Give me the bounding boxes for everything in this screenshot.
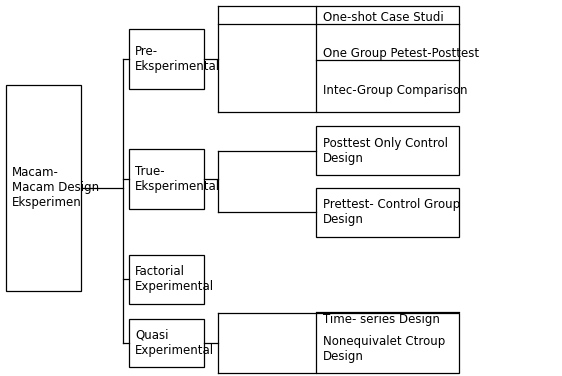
FancyBboxPatch shape — [129, 318, 204, 367]
FancyBboxPatch shape — [316, 6, 459, 112]
FancyBboxPatch shape — [129, 255, 204, 304]
Text: Nonequivalet Ctroup
Design: Nonequivalet Ctroup Design — [323, 335, 445, 363]
Text: Factorial
Experimental: Factorial Experimental — [135, 265, 215, 293]
FancyBboxPatch shape — [6, 85, 81, 291]
FancyBboxPatch shape — [316, 188, 459, 237]
Text: Intec-Group Comparison: Intec-Group Comparison — [323, 85, 467, 97]
Text: Quasi
Experimental: Quasi Experimental — [135, 329, 215, 357]
FancyBboxPatch shape — [129, 29, 204, 89]
Text: Prettest- Control Group
Design: Prettest- Control Group Design — [323, 198, 460, 226]
FancyBboxPatch shape — [129, 149, 204, 209]
Text: Pre-
Eksperimental: Pre- Eksperimental — [135, 45, 220, 73]
FancyBboxPatch shape — [316, 126, 459, 175]
Text: Time- series Design: Time- series Design — [323, 313, 439, 326]
Text: Macam-
Macam Design
Eksperimen: Macam- Macam Design Eksperimen — [12, 167, 99, 209]
FancyBboxPatch shape — [316, 313, 459, 373]
Text: True-
Eksperimental: True- Eksperimental — [135, 165, 220, 193]
Text: Posttest Only Control
Design: Posttest Only Control Design — [323, 137, 448, 165]
Text: One-shot Case Studi: One-shot Case Studi — [323, 11, 443, 24]
Text: One Group Petest-Posttest: One Group Petest-Posttest — [323, 47, 479, 60]
